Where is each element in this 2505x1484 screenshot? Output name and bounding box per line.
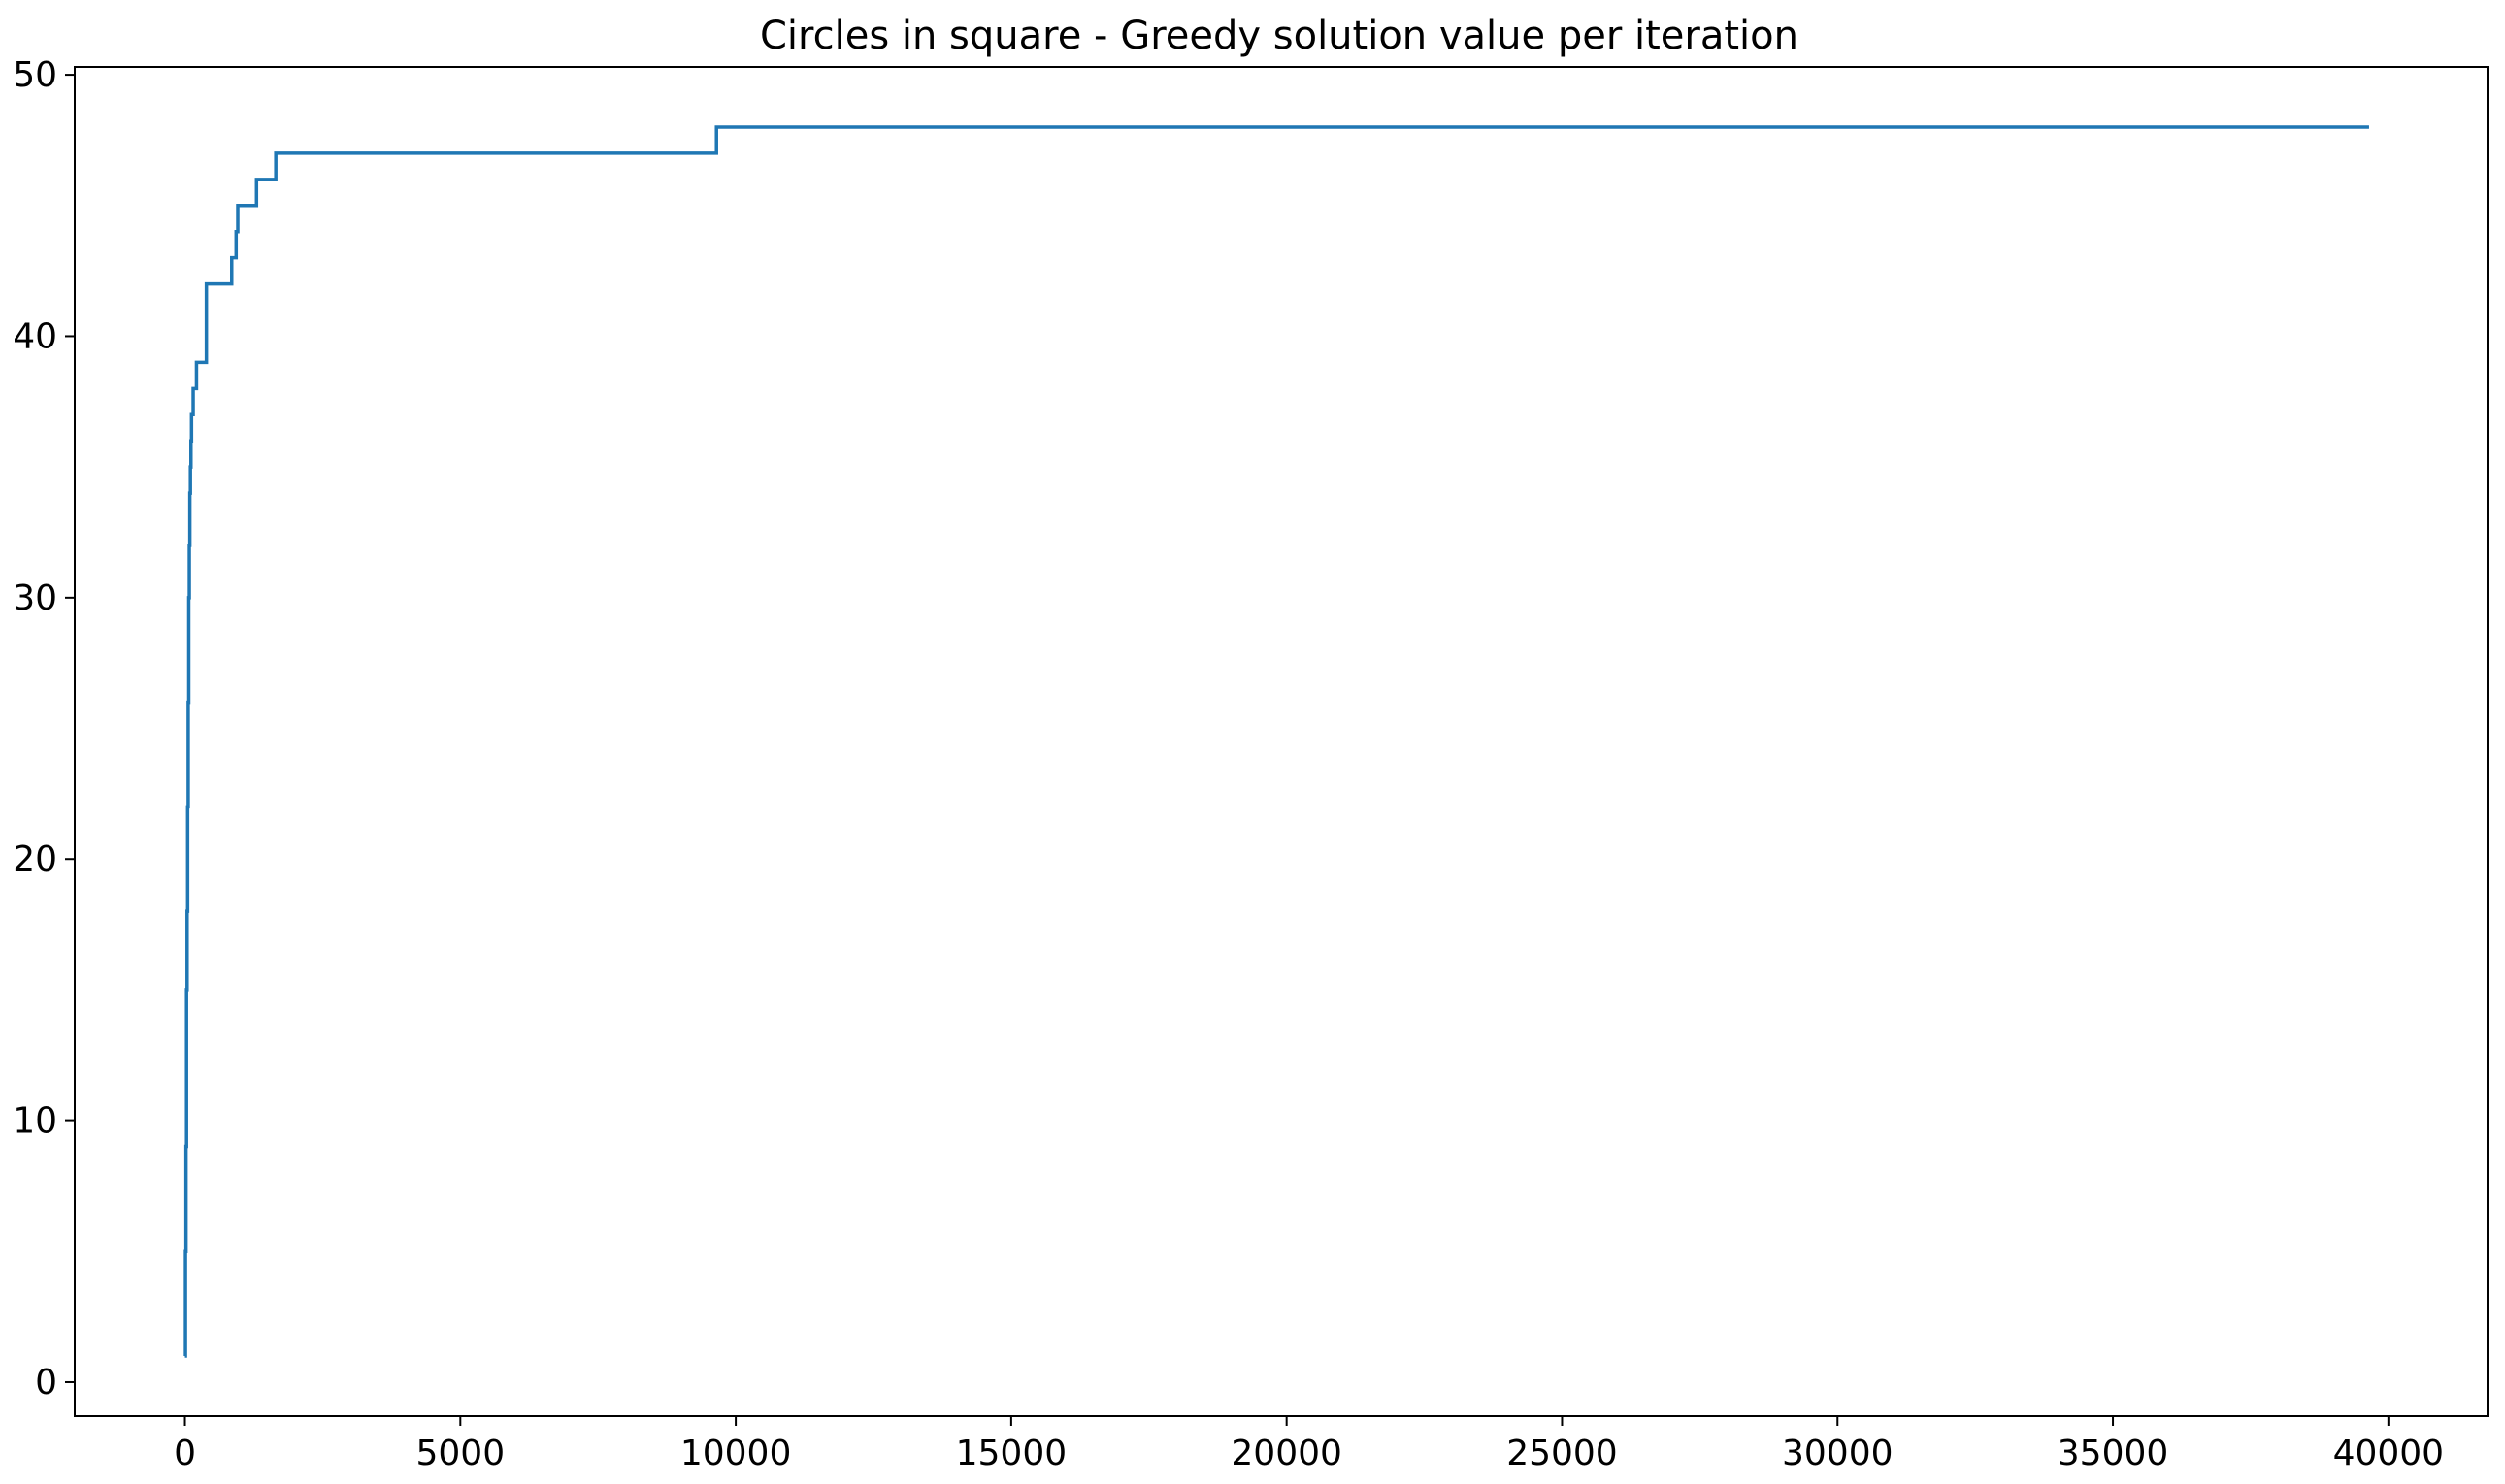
x-tick-label: 15000	[956, 1434, 1068, 1473]
x-tick-label: 20000	[1231, 1434, 1342, 1473]
plot-area	[183, 125, 2369, 1358]
y-tick-label: 30	[13, 578, 57, 618]
y-tick-label: 10	[13, 1102, 57, 1141]
x-tick-label: 30000	[1782, 1434, 1894, 1473]
x-tick-label: 0	[174, 1434, 196, 1473]
series-line	[183, 125, 2369, 1358]
y-tick-label: 0	[35, 1363, 57, 1402]
y-tick-label: 50	[13, 55, 57, 95]
plot-frame	[74, 66, 2489, 1417]
x-tick-label: 25000	[1506, 1434, 1618, 1473]
x-tick-label: 35000	[2058, 1434, 2169, 1473]
x-tick-label: 40000	[2333, 1434, 2445, 1473]
x-tick-label: 10000	[680, 1434, 792, 1473]
chart-title: Circles in square - Greedy solution valu…	[760, 14, 1798, 58]
y-axis: 0 10 20 30 40 50	[13, 55, 75, 1402]
y-tick-label: 20	[13, 840, 57, 879]
x-axis: 0 5000 10000 15000 20000 25000 30000 35000 40000	[174, 1416, 2444, 1473]
x-tick-label: 5000	[415, 1434, 505, 1473]
y-tick-label: 40	[13, 316, 57, 356]
